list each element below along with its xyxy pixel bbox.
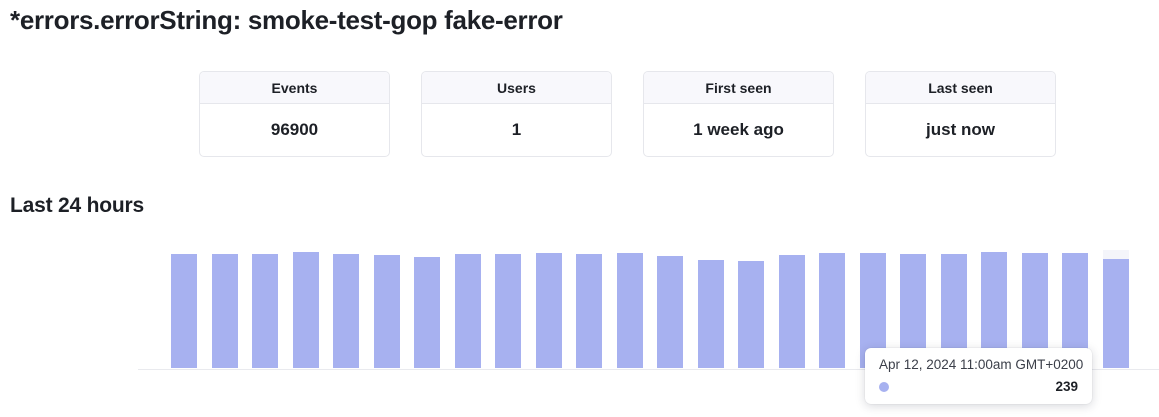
chart-bar-column[interactable] [252,250,278,368]
tooltip-series-row: 239 [879,379,1078,394]
stat-card-label: First seen [644,72,833,104]
chart-bar[interactable] [819,253,845,368]
chart-bar-column[interactable] [495,250,521,368]
stat-card-value: 96900 [270,120,319,139]
stat-card-events: Events 96900 [199,71,390,157]
chart-bar-column[interactable] [1102,250,1129,368]
chart-bar[interactable] [616,253,643,368]
chart-bar-column[interactable] [738,250,764,368]
chart-bar-column[interactable] [292,250,319,368]
stat-card-first-seen: First seen 1 week ago [643,71,834,157]
chart-bar-column[interactable] [454,250,481,368]
chart-bar-column[interactable] [778,250,805,368]
chart-bar[interactable] [292,252,319,368]
chart-bar[interactable] [373,255,400,368]
series-dot-icon [879,381,889,392]
tooltip-value: 239 [1055,379,1078,394]
chart-bar-column[interactable] [657,250,683,368]
chart-bar-column[interactable] [373,250,400,368]
chart-bar[interactable] [171,254,197,368]
chart-baseline-axis [138,369,1159,370]
stat-card-value: just now [926,120,995,139]
chart-bar[interactable] [1102,259,1129,368]
chart-bar[interactable] [211,254,238,368]
tooltip-timestamp: Apr 12, 2024 11:00am GMT+0200 [879,357,1084,372]
page-title: *errors.errorString: smoke-test-gop fake… [10,5,563,35]
chart-bar[interactable] [454,254,481,368]
chart-bar[interactable] [252,254,278,368]
stat-card-label: Users [422,72,611,104]
chart-bar[interactable] [495,254,521,368]
chart-bar-column[interactable] [211,250,238,368]
chart-bar-column[interactable] [819,250,845,368]
chart-bar[interactable] [333,254,359,368]
stat-card-label: Events [200,72,389,104]
chart-bar-column[interactable] [576,250,602,368]
stat-card-label: Last seen [866,72,1055,104]
stat-card-value: 1 [511,120,522,139]
chart-bar[interactable] [657,256,683,368]
chart-bar[interactable] [414,257,440,368]
chart-bar-column[interactable] [171,250,197,368]
chart-bar[interactable] [576,254,602,368]
chart-bar[interactable] [738,261,764,368]
section-heading-last-24-hours: Last 24 hours [10,194,144,217]
stat-card-group: Events 96900 Users 1 First seen 1 week a… [199,71,1056,157]
chart-bar-column[interactable] [697,250,724,368]
chart-bar[interactable] [778,255,805,368]
stat-card-users: Users 1 [421,71,612,157]
chart-bar-column[interactable] [414,250,440,368]
chart-tooltip: Apr 12, 2024 11:00am GMT+0200 239 [865,348,1092,404]
chart-plot-area[interactable] [138,250,1159,369]
chart-bar-column[interactable] [535,250,562,368]
chart-bar[interactable] [697,260,724,368]
stat-card-value: 1 week ago [693,120,784,139]
chart-bar[interactable] [535,253,562,368]
chart-bar-column[interactable] [616,250,643,368]
stat-card-last-seen: Last seen just now [865,71,1056,157]
events-bar-chart[interactable] [138,250,1159,370]
chart-bar-column[interactable] [333,250,359,368]
